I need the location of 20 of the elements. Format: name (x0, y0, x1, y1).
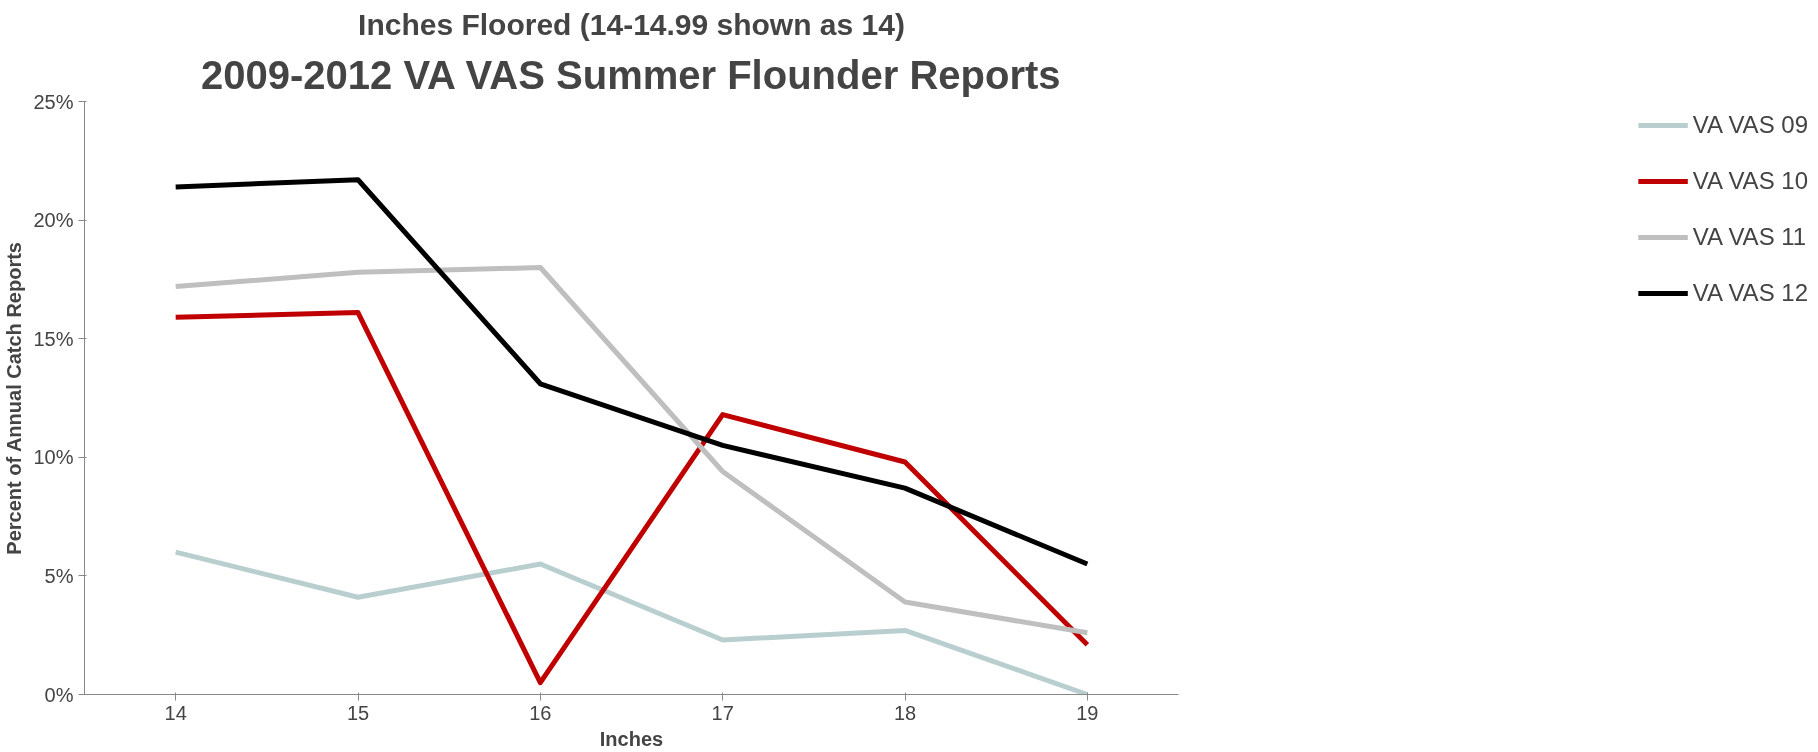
y-tick-label: 5% (44, 564, 74, 587)
x-axis-title: Inches (599, 727, 664, 750)
legend-label: VA VAS 11 (1692, 223, 1807, 251)
chart-subtitle: Inches Floored (14-14.99 shown as 14) (358, 7, 905, 41)
y-tick-label: 20% (33, 209, 74, 232)
x-tick-label: 16 (529, 701, 552, 724)
y-tick-label: 0% (44, 683, 74, 706)
chart-title: 2009-2012 VA VAS Summer Flounder Reports (200, 52, 1061, 97)
legend-label: VA VAS 12 (1692, 279, 1808, 307)
legend-label: VA VAS 09 (1692, 111, 1808, 139)
y-tick-label: 25% (33, 90, 74, 113)
legend-label: VA VAS 10 (1692, 167, 1808, 195)
x-tick-label: 14 (164, 701, 187, 724)
y-axis-title: Percent of Annual Catch Reports (3, 242, 26, 555)
x-tick-label: 19 (1076, 701, 1099, 724)
x-tick-label: 17 (711, 701, 734, 724)
x-tick-label: 18 (893, 701, 917, 724)
x-tick-label: 15 (346, 701, 370, 724)
y-tick-label: 15% (33, 327, 74, 350)
y-tick-label: 10% (33, 446, 74, 469)
